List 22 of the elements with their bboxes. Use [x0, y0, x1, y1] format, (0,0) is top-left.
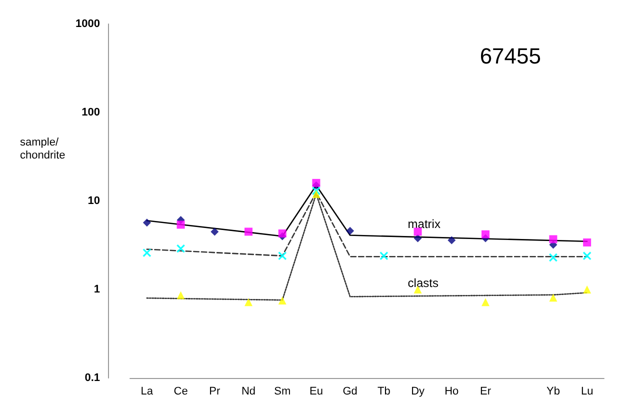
y-axis-title: sample/ chondrite [20, 136, 66, 162]
x-tick-label: La [140, 386, 154, 398]
x-tick-label: Ho [444, 386, 459, 398]
x-tick-label: Yb [546, 386, 560, 398]
text: 67455 [480, 44, 542, 68]
x-tick-label: Dy [411, 386, 426, 398]
x-tick-label: Lu [580, 386, 594, 398]
y-tick-label: 1000 [76, 18, 100, 30]
series-label: clasts [408, 276, 438, 290]
x-tick-label: Nd [241, 386, 256, 398]
series-label: matrix [408, 217, 440, 232]
y-tick-label: 0.1 [84, 372, 100, 384]
x-tick-label: Pr [209, 386, 220, 398]
x-tick-label: Gd [342, 386, 358, 398]
y-tick-label: 10 [88, 195, 100, 207]
x-tick-label: Er [480, 386, 492, 398]
x-tick-label: Sm [274, 386, 291, 398]
y-tick-label: 100 [82, 106, 100, 118]
y-tick-label: 1 [94, 284, 100, 296]
x-tick-label: Ce [174, 386, 188, 398]
x-tick-label: Eu [309, 386, 323, 398]
x-tick-label: Tb [378, 386, 390, 398]
